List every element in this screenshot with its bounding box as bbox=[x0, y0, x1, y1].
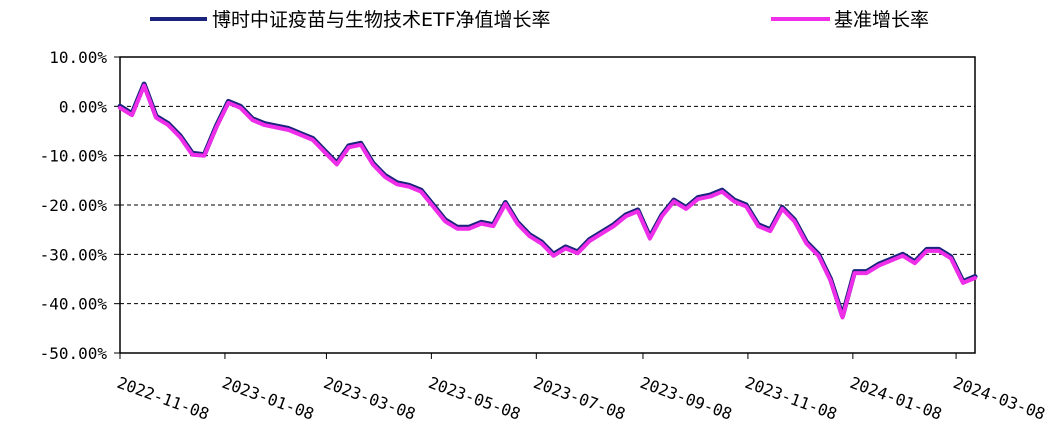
y-tick-label-4: -30.00% bbox=[40, 245, 108, 264]
x-tick-label-1: 2023-01-08 bbox=[220, 373, 317, 424]
y-tick-label-3: -20.00% bbox=[40, 196, 108, 215]
y-tick-label-1: 0.00% bbox=[59, 97, 108, 116]
x-axis-ticks: 2022-11-08 2023-01-08 2023-03-08 2023-05-08… bbox=[115, 353, 1048, 424]
y-tick-label-6: -50.00% bbox=[40, 344, 108, 363]
x-tick-label-4: 2023-07-08 bbox=[531, 373, 628, 424]
series-line-benchmark bbox=[118, 83, 977, 320]
x-tick-label-3: 2023-05-08 bbox=[426, 373, 523, 424]
y-tick-label-5: -40.00% bbox=[40, 295, 108, 314]
x-tick-label-7: 2024-01-08 bbox=[847, 373, 944, 424]
legend-label-benchmark: 基准增长率 bbox=[834, 9, 929, 31]
legend-label-nav: 博时中证疫苗与生物技术ETF净值增长率 bbox=[212, 9, 551, 31]
y-tick-label-2: -10.00% bbox=[40, 147, 108, 166]
y-axis-ticks: 10.00% 0.00% -10.00% -20.00% -30.00% -40.00% -… bbox=[40, 48, 120, 363]
x-tick-label-2: 2023-03-08 bbox=[321, 373, 418, 424]
x-tick-label-0: 2022-11-08 bbox=[115, 373, 212, 424]
x-tick-label-6: 2023-11-08 bbox=[743, 373, 840, 424]
x-tick-label-5: 2023-09-08 bbox=[638, 373, 735, 424]
gridlines bbox=[120, 105, 975, 305]
x-tick-label-8: 2024-03-08 bbox=[951, 373, 1048, 424]
legend: 博时中证疫苗与生物技术ETF净值增长率 基准增长率 bbox=[150, 9, 929, 31]
series-lines bbox=[117, 81, 978, 320]
y-tick-label-0: 10.00% bbox=[49, 48, 107, 67]
